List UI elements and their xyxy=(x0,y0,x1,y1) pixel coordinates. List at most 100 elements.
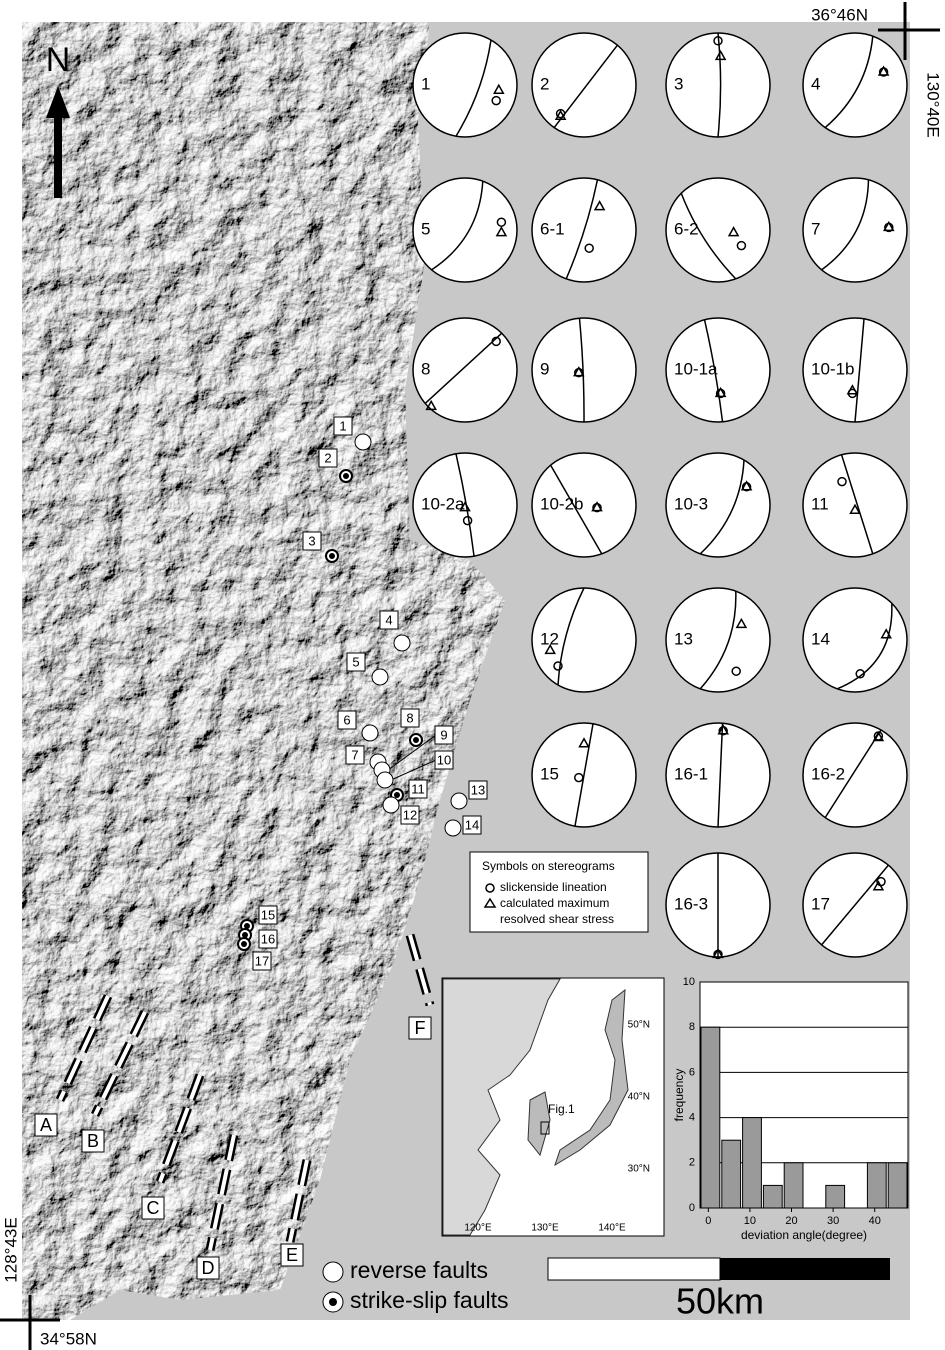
great-circle xyxy=(703,319,724,422)
stress-marker xyxy=(740,480,753,491)
stress-marker xyxy=(593,200,606,211)
fault-label: B xyxy=(87,1131,99,1151)
great-circle xyxy=(549,464,603,555)
stereogram xyxy=(412,32,518,138)
inset-lon: 140°E xyxy=(598,1223,626,1234)
stereogram-label: 16-2 xyxy=(811,764,845,783)
great-circle xyxy=(680,192,737,280)
stereogram-label: 15 xyxy=(540,764,559,783)
scale-bar-white xyxy=(547,1257,721,1281)
stress-marker xyxy=(714,386,727,398)
site-dot xyxy=(241,941,247,947)
legend-text: reverse faults xyxy=(350,1257,488,1283)
stereogram-label: 16-1 xyxy=(674,764,708,783)
site-marker xyxy=(376,771,394,789)
great-circle xyxy=(565,179,599,280)
stereogram-label: 10-1b xyxy=(811,359,854,378)
stress-marker xyxy=(459,501,471,512)
y-tick-label: 10 xyxy=(683,976,695,988)
stress-marker xyxy=(883,220,895,232)
stereogram xyxy=(665,177,771,283)
stereogram-label: 17 xyxy=(811,894,830,913)
y-tick-label: 4 xyxy=(689,1112,695,1124)
x-tick-label: 30 xyxy=(827,1215,839,1227)
stress-marker xyxy=(849,503,861,514)
stereogram xyxy=(802,32,908,138)
histogram-bar xyxy=(887,1162,908,1209)
stereogram-label: 5 xyxy=(421,219,430,238)
site-label: 10 xyxy=(437,752,451,767)
site-label-box xyxy=(434,725,454,745)
north-arrow xyxy=(46,86,70,198)
legend-text: calculated maximum xyxy=(500,896,609,910)
slickenside-marker xyxy=(491,95,501,106)
slickenside-marker xyxy=(574,772,584,783)
coord-label: 36°46N xyxy=(811,5,868,24)
inset-mainland xyxy=(442,978,561,1236)
stress-marker xyxy=(493,83,505,94)
inset-box xyxy=(540,1121,550,1135)
great-circle xyxy=(824,36,874,129)
site-label-box xyxy=(400,708,420,728)
fault-label-box xyxy=(408,1016,432,1040)
y-tick-label: 8 xyxy=(689,1021,695,1033)
x-tick-label: 40 xyxy=(869,1215,881,1227)
y-axis-label: frequency xyxy=(672,1069,686,1122)
slickenside-marker xyxy=(855,669,865,679)
fault-label: D xyxy=(202,1258,215,1278)
stereogram-label: 6-1 xyxy=(540,219,565,238)
site-label-box xyxy=(345,745,365,765)
stereogram-label: 16-3 xyxy=(674,894,708,913)
stereogram-label: 10-2b xyxy=(540,494,583,513)
stereogram-label: 4 xyxy=(811,74,820,93)
site-label: 11 xyxy=(411,781,425,796)
stress-marker xyxy=(727,226,740,237)
stereogram xyxy=(802,177,908,283)
stress-marker xyxy=(425,399,437,411)
stereogram-label: 11 xyxy=(811,494,829,513)
site-dot xyxy=(329,553,335,559)
site-label: 15 xyxy=(261,907,275,922)
x-axis-label: deviation angle(degree) xyxy=(741,1228,867,1242)
fault-trace-inner xyxy=(288,1159,309,1243)
slickenside-marker xyxy=(555,108,566,119)
site-label: 6 xyxy=(343,712,350,727)
great-circle xyxy=(821,179,870,271)
legend-reverse xyxy=(322,1261,344,1283)
stress-marker xyxy=(544,643,556,655)
slickenside-marker xyxy=(736,240,747,251)
fault-label: A xyxy=(40,1115,52,1135)
stress-marker xyxy=(712,947,724,959)
legend-strike-slip-dot xyxy=(329,1298,337,1306)
site-dot xyxy=(244,923,250,929)
site-dot xyxy=(413,737,419,743)
stereogram xyxy=(802,722,908,828)
inset-lon: 120°E xyxy=(464,1223,492,1234)
coord-label: 130°40E xyxy=(924,72,943,137)
site-label-box xyxy=(318,448,338,468)
site-label: 3 xyxy=(308,533,315,548)
fault-label: F xyxy=(415,1018,426,1038)
relief xyxy=(22,22,505,1320)
inset-lat: 30°N xyxy=(628,1164,650,1175)
stereogram-label: 13 xyxy=(674,629,693,648)
legend-text: slickenside lineation xyxy=(500,880,607,894)
site-marker xyxy=(354,433,372,451)
stress-marker xyxy=(872,731,885,742)
slickenside-marker xyxy=(713,36,723,46)
great-circle xyxy=(424,332,503,404)
stress-marker xyxy=(735,617,748,629)
site-label: 8 xyxy=(406,710,413,725)
stereogram-label: 10-1a xyxy=(674,359,718,378)
fault-label-box xyxy=(81,1129,105,1153)
site-label-box xyxy=(302,531,322,551)
slickenside-marker xyxy=(491,336,501,347)
stress-marker xyxy=(877,65,890,76)
coord-label: 128°43E xyxy=(1,1217,20,1282)
site-dot xyxy=(343,473,349,479)
slickenside-marker xyxy=(584,243,594,253)
fault-trace-inner xyxy=(58,995,110,1101)
stress-marker xyxy=(717,724,729,735)
site-label: 12 xyxy=(403,807,417,822)
